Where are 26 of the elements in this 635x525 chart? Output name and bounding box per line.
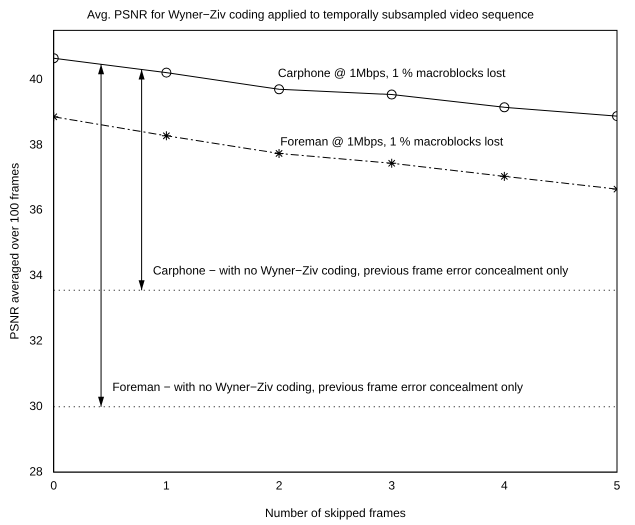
series-label: Carphone @ 1Mbps, 1 % macroblocks lost: [278, 66, 506, 80]
x-tick-label: 4: [501, 478, 508, 493]
x-tick-label: 0: [50, 478, 58, 493]
chart-title: Avg. PSNR for Wyner−Ziv coding applied to temporally subsampled video sequence: [87, 8, 534, 22]
point: [499, 102, 510, 112]
y-tick-label: 30: [29, 399, 44, 414]
y-tick-label: 32: [29, 334, 44, 348]
x-tick-label: 2: [276, 478, 283, 493]
y-tick-label: 38: [29, 137, 44, 152]
point: [499, 171, 510, 182]
point: [386, 90, 397, 100]
y-tick-label: 28: [29, 464, 44, 479]
y-tick-label: 36: [29, 202, 44, 217]
x-tick-label: 3: [388, 478, 396, 493]
y-tick-label: 40: [29, 72, 44, 86]
x-axis-title: Number of skipped frames: [265, 506, 406, 520]
y-tick-label: 34: [29, 268, 44, 282]
point: [274, 84, 284, 94]
point: [386, 158, 397, 168]
y-axis-title: PSNR averaged over 100 frames: [8, 162, 22, 340]
series-label: Foreman @ 1Mbps, 1 % macroblocks lost: [280, 134, 504, 149]
x-tick-label: 5: [614, 478, 621, 493]
ref-line-label: Foreman − with no Wyner−Ziv coding, previous frame error concealment only: [112, 380, 524, 394]
point: [274, 148, 284, 158]
ref-line-label: Carphone − with no Wyner−Ziv coding, previous frame error concealment only: [152, 264, 568, 278]
x-tick-label: 1: [163, 478, 170, 493]
